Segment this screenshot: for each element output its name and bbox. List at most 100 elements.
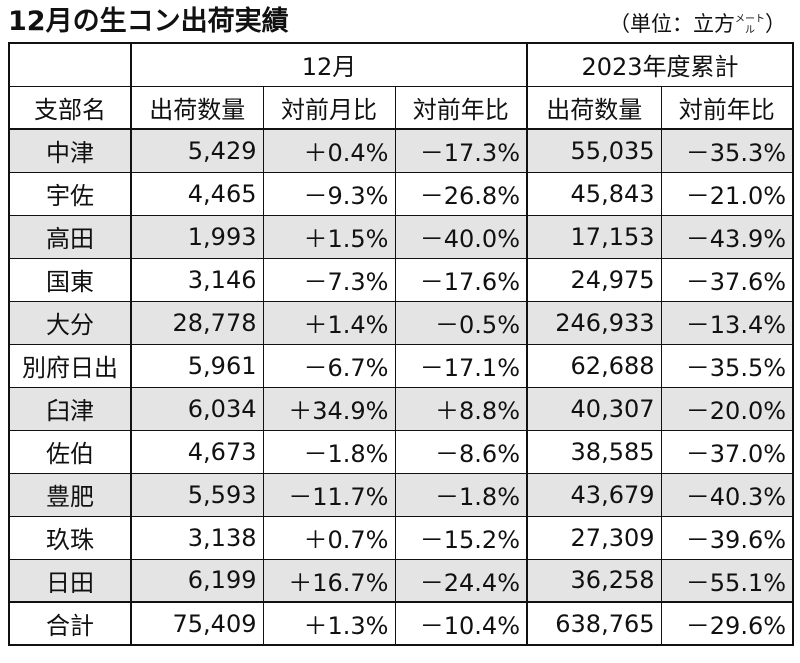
branch-name-cell: 国東 <box>9 258 131 302</box>
total-label: 合計 <box>9 601 131 646</box>
table-row: 大分 28,778 ＋1.4% －0.5% 246,933 －13.4% <box>9 301 794 345</box>
month-yoy-cell: ＋8.8% <box>394 387 528 431</box>
cum-qty-cell: 62,688 <box>526 344 662 388</box>
month-qty-cell: 6,034 <box>130 387 263 431</box>
cum-yoy-cell: －20.0% <box>660 387 794 431</box>
branch-name-cell: 別府日出 <box>9 344 131 388</box>
cum-yoy-cell: －55.1% <box>660 559 794 603</box>
cum-qty-cell: 27,309 <box>526 516 662 560</box>
header-branch: 支部名 <box>9 86 131 130</box>
branch-name-cell: 宇佐 <box>9 172 131 216</box>
month-qty-cell: 3,146 <box>130 258 263 302</box>
month-yoy-cell: －15.2% <box>394 516 528 560</box>
month-yoy-cell: －17.6% <box>394 258 528 302</box>
cum-qty-cell: 38,585 <box>526 430 662 474</box>
cum-yoy-cell: －39.6% <box>660 516 794 560</box>
branch-name-cell: 高田 <box>9 215 131 259</box>
total-month-qty: 75,409 <box>130 601 263 646</box>
month-mom-cell: ＋34.9% <box>262 387 395 431</box>
month-qty-cell: 6,199 <box>130 559 263 603</box>
cum-qty-cell: 43,679 <box>526 473 662 517</box>
total-mom: ＋1.3% <box>262 601 395 646</box>
month-yoy-cell: －8.6% <box>394 430 528 474</box>
cum-yoy-cell: －37.0% <box>660 430 794 474</box>
header-empty <box>9 43 131 87</box>
month-qty-cell: 4,465 <box>130 172 263 216</box>
month-qty-cell: 5,429 <box>130 129 263 173</box>
month-yoy-cell: －26.8% <box>394 172 528 216</box>
total-row: 合計 75,409 ＋1.3% －10.4% 638,765 －29.6% <box>9 601 794 646</box>
cum-qty-cell: 246,933 <box>526 301 662 345</box>
cum-qty-cell: 24,975 <box>526 258 662 302</box>
table-row: 日田 6,199 ＋16.7% －24.4% 36,258 －55.1% <box>9 559 794 603</box>
month-mom-cell: ＋1.5% <box>262 215 395 259</box>
month-qty-cell: 5,961 <box>130 344 263 388</box>
unit-prefix: （単位：立方 <box>609 12 735 36</box>
cum-yoy-cell: －21.0% <box>660 172 794 216</box>
month-yoy-cell: －24.4% <box>394 559 528 603</box>
total-cum-qty: 638,765 <box>526 601 662 646</box>
unit-small: メートル <box>735 14 765 36</box>
month-mom-cell: －9.3% <box>262 172 395 216</box>
month-mom-cell: －6.7% <box>262 344 395 388</box>
branch-name-cell: 中津 <box>9 129 131 173</box>
branch-name-cell: 大分 <box>9 301 131 345</box>
month-yoy-cell: －1.8% <box>394 473 528 517</box>
table-row: 宇佐 4,465 －9.3% －26.8% 45,843 －21.0% <box>9 172 794 216</box>
header-row-groups: 12月 2023年度累計 <box>9 43 794 87</box>
branch-name-cell: 日田 <box>9 559 131 603</box>
unit-suffix: ） <box>765 12 786 36</box>
branch-name-cell: 佐伯 <box>9 430 131 474</box>
table-row: 高田 1,993 ＋1.5% －40.0% 17,153 －43.9% <box>9 215 794 259</box>
cum-yoy-cell: －43.9% <box>660 215 794 259</box>
month-yoy-cell: －0.5% <box>394 301 528 345</box>
table-row: 豊肥 5,593 －11.7% －1.8% 43,679 －40.3% <box>9 473 794 517</box>
month-yoy-cell: －17.3% <box>394 129 528 173</box>
month-mom-cell: ＋16.7% <box>262 559 395 603</box>
header-cum-shipments: 出荷数量 <box>526 86 662 130</box>
table-row: 臼津 6,034 ＋34.9% ＋8.8% 40,307 －20.0% <box>9 387 794 431</box>
cum-qty-cell: 45,843 <box>526 172 662 216</box>
month-mom-cell: －1.8% <box>262 430 395 474</box>
table-row: 別府日出 5,961 －6.7% －17.1% 62,688 －35.5% <box>9 344 794 388</box>
branch-name-cell: 臼津 <box>9 387 131 431</box>
cum-qty-cell: 36,258 <box>526 559 662 603</box>
cum-qty-cell: 17,153 <box>526 215 662 259</box>
month-qty-cell: 5,593 <box>130 473 263 517</box>
branch-name-cell: 豊肥 <box>9 473 131 517</box>
cum-yoy-cell: －37.6% <box>660 258 794 302</box>
total-yoy: －10.4% <box>394 601 528 646</box>
month-qty-cell: 1,993 <box>130 215 263 259</box>
cum-qty-cell: 55,035 <box>526 129 662 173</box>
month-mom-cell: －11.7% <box>262 473 395 517</box>
shipment-table: 12月 2023年度累計 支部名 出荷数量 対前月比 対前年比 出荷数量 対前年… <box>8 42 795 646</box>
month-qty-cell: 4,673 <box>130 430 263 474</box>
header-month-yoy: 対前年比 <box>394 86 528 130</box>
page-title: 12月の生コン出荷実績 <box>8 6 289 37</box>
branch-name-cell: 玖珠 <box>9 516 131 560</box>
month-mom-cell: ＋0.7% <box>262 516 395 560</box>
cum-yoy-cell: －35.3% <box>660 129 794 173</box>
cum-yoy-cell: －13.4% <box>660 301 794 345</box>
table-row: 佐伯 4,673 －1.8% －8.6% 38,585 －37.0% <box>9 430 794 474</box>
month-mom-cell: ＋0.4% <box>262 129 395 173</box>
month-mom-cell: －7.3% <box>262 258 395 302</box>
month-qty-cell: 3,138 <box>130 516 263 560</box>
month-qty-cell: 28,778 <box>130 301 263 345</box>
month-yoy-cell: －17.1% <box>394 344 528 388</box>
header-cum-yoy: 対前年比 <box>660 86 794 130</box>
header-month-mom: 対前月比 <box>262 86 395 130</box>
cum-qty-cell: 40,307 <box>526 387 662 431</box>
table-row: 玖珠 3,138 ＋0.7% －15.2% 27,309 －39.6% <box>9 516 794 560</box>
header-group-month: 12月 <box>129 43 528 87</box>
unit-note: （単位：立方メートル） <box>609 8 786 40</box>
month-yoy-cell: －40.0% <box>394 215 528 259</box>
cum-yoy-cell: －40.3% <box>660 473 794 517</box>
header-group-cumulative: 2023年度累計 <box>526 43 794 87</box>
header-month-shipments: 出荷数量 <box>130 86 263 130</box>
month-mom-cell: ＋1.4% <box>262 301 395 345</box>
table-body: 中津 5,429 ＋0.4% －17.3% 55,035 －35.3% 宇佐 4,465 －9.… <box>9 129 794 603</box>
total-cum-yoy: －29.6% <box>660 601 794 646</box>
table-row: 国東 3,146 －7.3% －17.6% 24,975 －37.6% <box>9 258 794 302</box>
